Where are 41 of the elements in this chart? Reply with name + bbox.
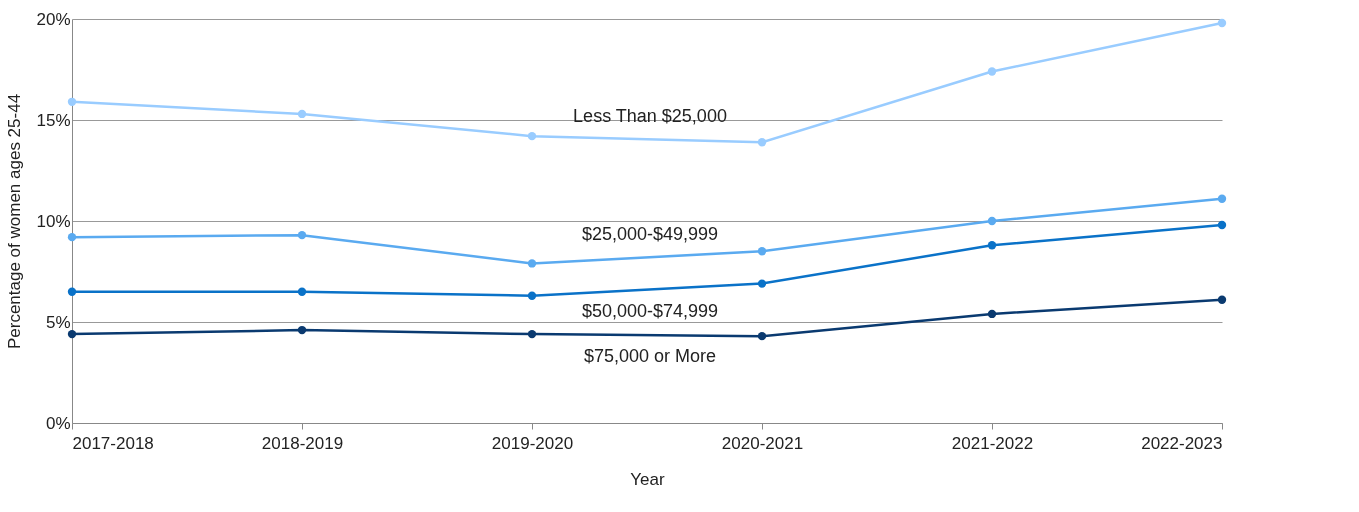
point [987, 67, 997, 76]
point [297, 287, 307, 296]
point [67, 287, 77, 296]
point [67, 232, 77, 242]
point [757, 138, 767, 147]
series-label: $50,000-$74,999 [581, 300, 719, 321]
x-tick-label: 2022-2023 [1141, 433, 1223, 453]
point [987, 309, 997, 319]
point [527, 131, 537, 141]
y-tick-label: 20% [36, 9, 71, 29]
point [297, 230, 307, 240]
y-axis-title: Percentage of women ages 25-44 [5, 93, 25, 350]
x-axis-title: Year [630, 469, 666, 489]
point [67, 329, 77, 339]
y-tick-label: 0% [45, 413, 71, 433]
point [297, 325, 307, 335]
series-label: Less Than $25,000 [573, 106, 727, 127]
y-tick-label: 5% [45, 312, 71, 332]
x-tick-label: 2017-2018 [72, 433, 154, 453]
point [1217, 194, 1227, 203]
x-tick-label: 2021-2022 [951, 433, 1034, 453]
x-tick-label: 2019-2020 [491, 433, 574, 453]
y-tick-label: 10% [36, 211, 71, 231]
point [757, 279, 767, 288]
y-tick-label: 15% [36, 110, 71, 130]
point [527, 291, 537, 300]
point [527, 329, 537, 339]
point [1217, 18, 1227, 28]
series-label: $25,000-$49,999 [581, 224, 719, 245]
point [297, 109, 307, 119]
point [757, 247, 767, 256]
point [987, 241, 997, 250]
point [527, 259, 537, 268]
point [757, 331, 767, 341]
x-tick-label: 2018-2019 [261, 433, 344, 453]
x-tick-label: 2020-2021 [721, 433, 804, 453]
series-label: $75,000 or More [583, 346, 717, 367]
point [67, 97, 77, 106]
point [1217, 220, 1227, 230]
point [1217, 295, 1227, 304]
point [987, 216, 997, 226]
